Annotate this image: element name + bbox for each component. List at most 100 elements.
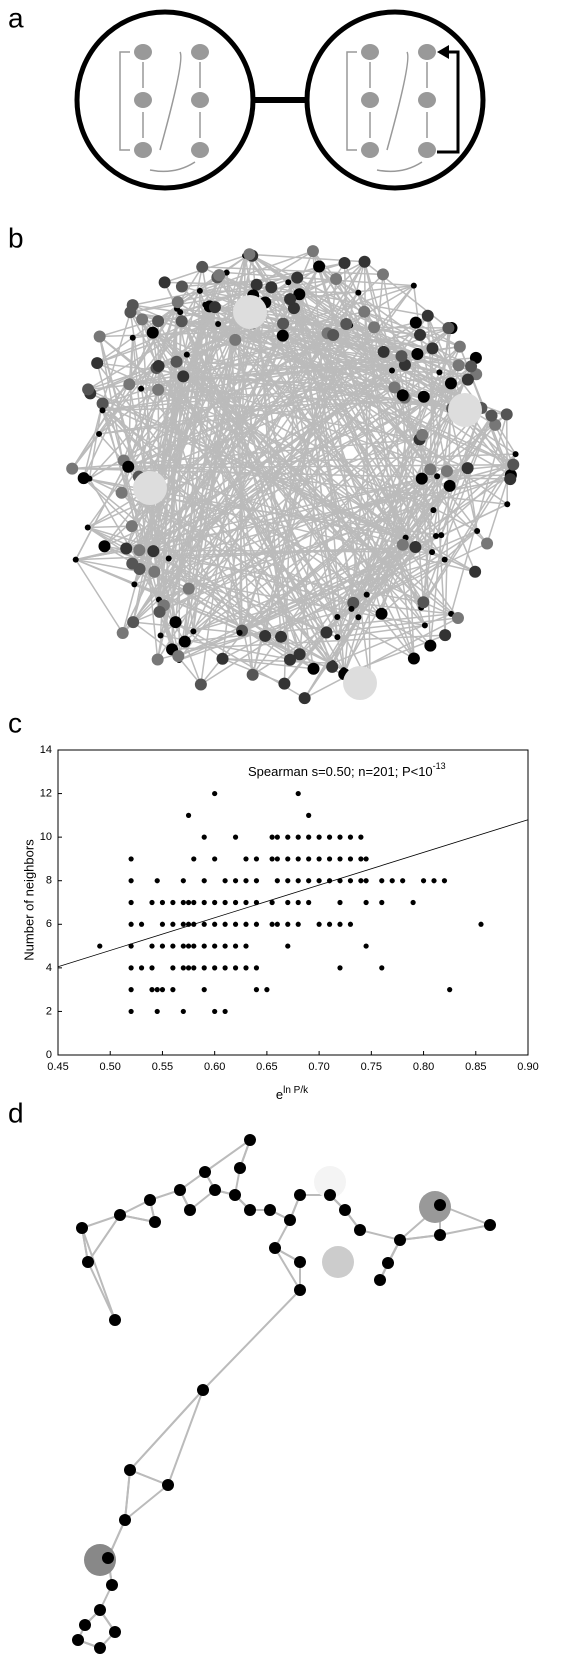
node	[451, 612, 464, 625]
network-b	[66, 245, 520, 705]
node	[409, 316, 422, 329]
node	[284, 1214, 296, 1226]
node	[443, 479, 456, 492]
node	[363, 591, 370, 598]
node	[94, 1604, 106, 1616]
edge	[202, 1289, 301, 1391]
edge	[415, 322, 461, 348]
edge	[274, 1247, 301, 1291]
edge	[123, 301, 179, 461]
node	[320, 626, 333, 639]
node	[327, 328, 340, 341]
node	[409, 541, 422, 554]
edge	[187, 290, 201, 589]
point	[306, 812, 312, 818]
edge	[357, 546, 416, 618]
edge	[130, 311, 402, 357]
node	[183, 351, 190, 358]
x-tick-label: 0.90	[517, 1061, 538, 1073]
point	[232, 943, 239, 949]
node	[157, 632, 164, 639]
edge	[81, 1214, 121, 1229]
edge	[171, 413, 508, 651]
point	[269, 899, 275, 906]
node	[146, 326, 159, 339]
point	[274, 878, 280, 884]
point	[253, 921, 260, 927]
node	[396, 389, 409, 402]
node	[171, 296, 184, 309]
node	[340, 667, 347, 674]
point	[326, 834, 333, 840]
node	[99, 407, 106, 414]
point	[201, 943, 207, 949]
edge	[153, 266, 320, 573]
edge	[178, 315, 429, 661]
node	[79, 1619, 91, 1631]
point	[347, 856, 354, 862]
point	[154, 1008, 160, 1015]
node	[244, 1134, 256, 1146]
point	[232, 834, 239, 840]
node	[184, 1204, 196, 1216]
node	[72, 1634, 84, 1646]
node	[152, 360, 165, 373]
point	[185, 965, 192, 971]
point	[128, 1008, 134, 1015]
point	[212, 899, 218, 906]
node	[172, 650, 185, 663]
node	[114, 1209, 126, 1221]
node	[355, 289, 362, 296]
edge	[318, 266, 404, 396]
x-label-exponent: ln P/k	[283, 1085, 309, 1096]
edge	[241, 413, 508, 632]
node	[152, 315, 165, 328]
node	[438, 532, 445, 539]
point	[337, 899, 343, 906]
point	[306, 878, 312, 884]
edge	[127, 351, 384, 468]
point	[185, 899, 192, 906]
node	[276, 329, 289, 342]
node	[434, 1199, 446, 1211]
edge	[252, 530, 478, 676]
node	[234, 1162, 246, 1174]
edge	[81, 1227, 116, 1321]
point	[185, 812, 192, 818]
node	[440, 465, 453, 478]
edge	[133, 254, 251, 585]
node	[293, 288, 306, 301]
node	[453, 340, 466, 353]
node	[313, 260, 326, 273]
node	[417, 596, 430, 609]
edge	[139, 549, 433, 553]
point	[253, 987, 260, 993]
edge	[130, 278, 337, 313]
point	[243, 965, 249, 971]
node	[395, 350, 408, 363]
node	[358, 255, 371, 268]
edge	[289, 298, 407, 538]
point	[306, 834, 312, 840]
point	[170, 899, 176, 906]
node	[277, 317, 290, 330]
node	[291, 271, 304, 284]
edge	[421, 383, 452, 479]
edge	[363, 261, 385, 353]
point	[97, 943, 103, 949]
node	[127, 616, 140, 629]
node	[269, 1242, 281, 1254]
node	[339, 1204, 351, 1216]
point	[170, 943, 176, 949]
point	[180, 943, 186, 949]
point	[243, 878, 249, 884]
point	[363, 856, 369, 862]
node	[124, 1464, 136, 1476]
node	[76, 1222, 88, 1234]
edge	[422, 453, 517, 603]
node	[133, 544, 146, 557]
y-tick-label: 12	[40, 787, 52, 799]
edge	[350, 464, 514, 610]
node	[485, 409, 498, 422]
